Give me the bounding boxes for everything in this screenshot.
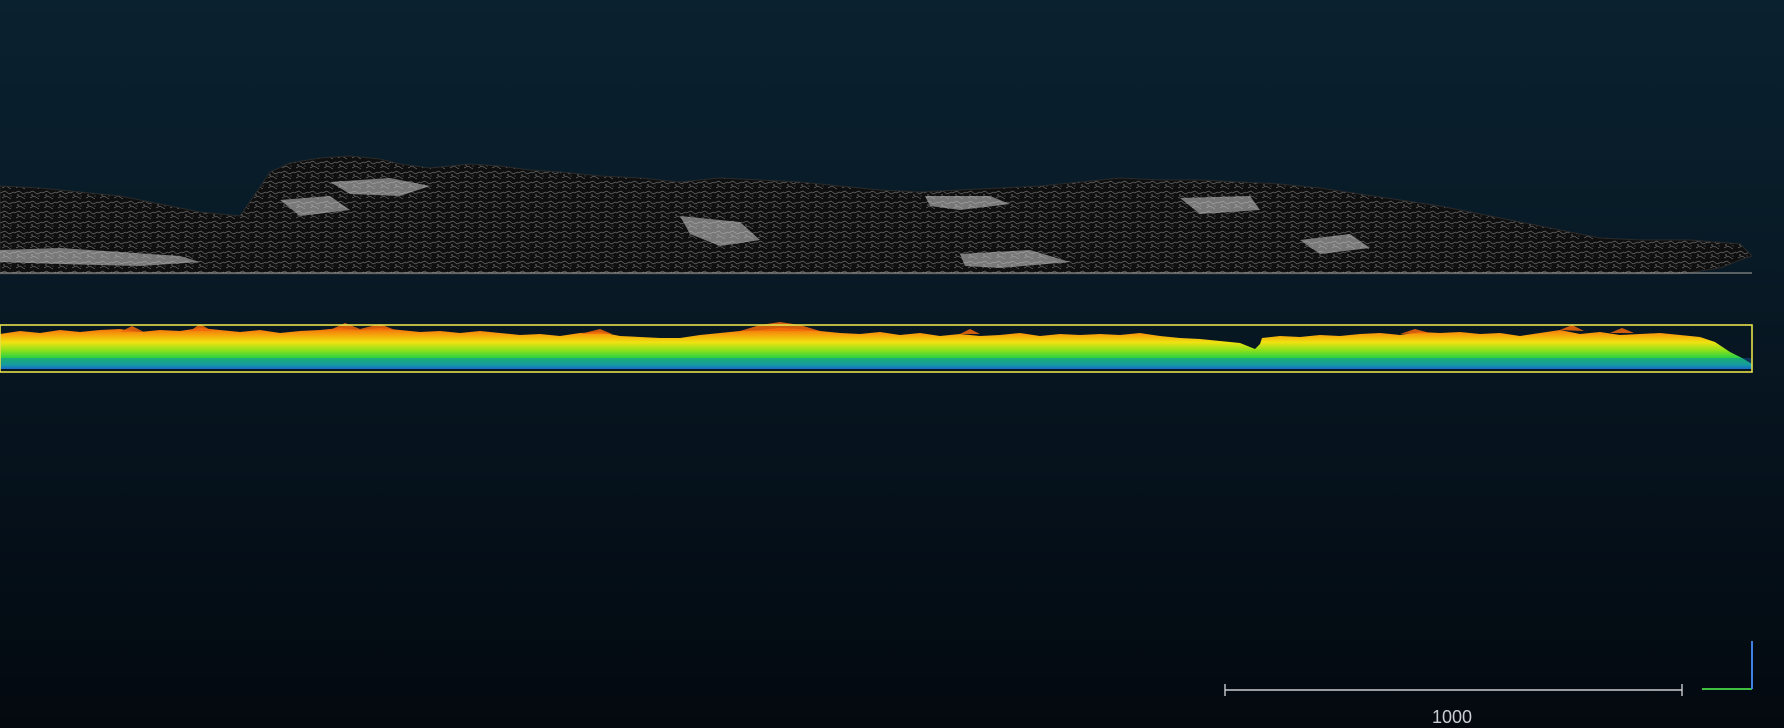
scale-bar (1224, 684, 1683, 696)
elevation-cloud-body (0, 328, 1752, 369)
elevation-cloud-ground-tint (0, 358, 1752, 369)
grey-cloud-highlights (0, 178, 1370, 268)
grey-point-cloud[interactable] (0, 155, 1753, 275)
axis-gizmo[interactable] (1702, 641, 1753, 690)
elevation-point-cloud[interactable] (0, 322, 1753, 373)
grey-cloud-silhouette (0, 155, 1753, 275)
scale-bar-label: 1000 (1431, 707, 1473, 727)
selection-bounding-box (0, 324, 1753, 373)
